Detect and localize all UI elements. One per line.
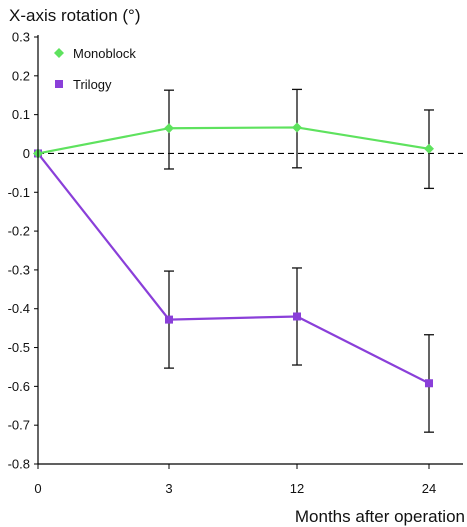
monoblock-point	[424, 143, 434, 154]
y-tick-label: -0.1	[8, 185, 30, 200]
y-tick-label: 0.2	[12, 68, 30, 83]
x-axis-label: Months after operation	[295, 507, 465, 526]
error-bars	[164, 88, 434, 433]
series-markers	[33, 122, 434, 388]
y-tick-label: 0.3	[12, 30, 30, 45]
y-tick-label: -0.3	[8, 262, 30, 277]
trilogy-point	[165, 315, 173, 324]
x-tick-label: 12	[290, 481, 304, 496]
series-lines	[37, 126, 430, 385]
monoblock-legend-marker	[54, 48, 64, 58]
monoblock-legend-label: Monoblock	[73, 46, 136, 61]
trilogy-point	[293, 312, 301, 321]
chart-title: X-axis rotation (°)	[9, 6, 141, 25]
x-tick-label: 0	[34, 481, 41, 496]
legend: Monoblock Trilogy	[54, 46, 136, 92]
y-tick-label: -0.2	[8, 224, 30, 239]
y-tick-label: -0.6	[8, 379, 30, 394]
y-axis: 0.3 0.2 0.1 0 -0.1 -0.2 -0.3 -0.4 -0.5 -0.6 -0.7 -0…	[8, 30, 38, 472]
x-axis: 0 3 12 24	[34, 464, 436, 496]
y-tick-label: 0	[23, 146, 30, 161]
trilogy-point	[425, 379, 433, 388]
trilogy-line	[37, 152, 430, 385]
monoblock-point	[292, 122, 302, 133]
y-tick-label: -0.4	[8, 301, 30, 316]
trilogy-legend-label: Trilogy	[73, 77, 112, 92]
y-tick-label: -0.7	[8, 418, 30, 433]
y-tick-label: -0.8	[8, 457, 30, 472]
x-tick-label: 24	[422, 481, 436, 496]
monoblock-point	[164, 123, 174, 134]
y-tick-label: -0.5	[8, 340, 30, 355]
trilogy-legend-marker	[55, 80, 63, 88]
monoblock-line	[37, 126, 430, 155]
y-tick-label: 0.1	[12, 107, 30, 122]
x-tick-label: 3	[165, 481, 172, 496]
